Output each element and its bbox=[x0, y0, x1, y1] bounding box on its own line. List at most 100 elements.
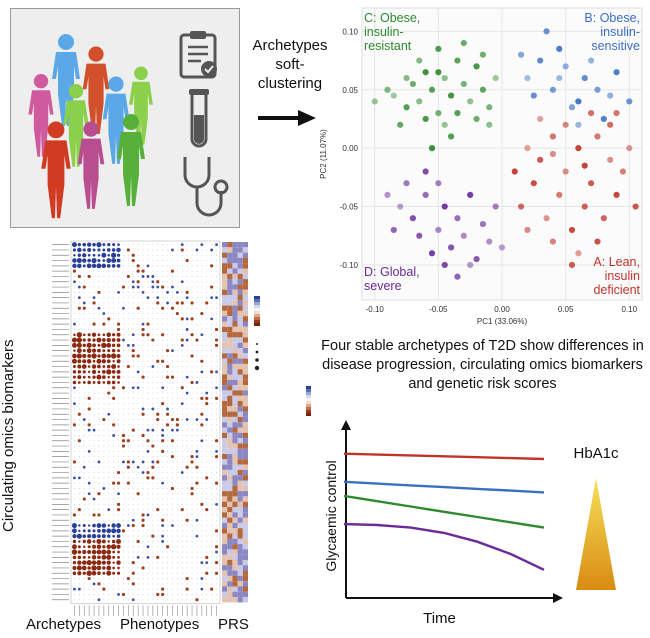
prs-cell bbox=[237, 554, 243, 560]
heatmap-cell bbox=[176, 498, 178, 500]
heatmap-cell bbox=[152, 551, 154, 553]
heatmap-cell bbox=[201, 456, 203, 458]
heatmap-cell bbox=[127, 556, 129, 558]
heatmap-cell bbox=[132, 376, 134, 378]
heatmap-cell bbox=[137, 254, 139, 256]
heatmap-cell bbox=[206, 525, 208, 527]
prs-cell bbox=[232, 326, 238, 333]
heatmap-cell bbox=[216, 583, 218, 585]
heatmap-cell bbox=[118, 403, 120, 405]
prs-cell bbox=[232, 385, 238, 391]
prs-cell bbox=[242, 454, 248, 460]
heatmap-cell bbox=[181, 482, 183, 484]
heatmap-cell bbox=[132, 487, 134, 489]
heatmap-cell bbox=[176, 392, 178, 394]
heatmap-cell bbox=[147, 525, 149, 527]
heatmap-cell bbox=[118, 514, 120, 516]
heatmap-cell bbox=[127, 307, 129, 309]
prs-cell bbox=[242, 522, 248, 529]
heatmap-cell bbox=[108, 503, 110, 505]
heatmap-cell bbox=[112, 423, 116, 427]
prs-cell bbox=[232, 549, 238, 555]
heatmap-cell bbox=[162, 493, 164, 495]
heatmap-cell bbox=[152, 546, 154, 548]
heatmap-cell bbox=[88, 291, 90, 293]
heatmap-cell bbox=[102, 259, 106, 262]
prs-cell bbox=[227, 353, 233, 359]
heatmap-cell bbox=[132, 440, 134, 442]
colorbar-cell bbox=[254, 320, 260, 323]
prs-cell bbox=[232, 538, 238, 545]
heatmap-cell bbox=[195, 481, 199, 485]
prs-cell bbox=[237, 284, 243, 290]
heatmap-cell bbox=[167, 503, 169, 505]
prs-cell bbox=[242, 512, 248, 518]
heatmap-cell bbox=[171, 302, 173, 304]
heatmap-cell bbox=[216, 578, 218, 580]
heatmap-cell bbox=[167, 419, 169, 421]
scatter-point bbox=[428, 250, 436, 257]
heatmap-cell bbox=[176, 487, 178, 489]
heatmap-cell bbox=[78, 540, 81, 543]
heatmap-cell bbox=[157, 387, 159, 389]
heatmap-cell bbox=[142, 360, 144, 362]
heatmap-cell bbox=[162, 344, 164, 346]
heatmap-cell bbox=[156, 508, 160, 512]
prs-cell bbox=[232, 565, 238, 571]
prs-cell bbox=[232, 321, 238, 327]
heatmap-cell bbox=[181, 286, 183, 288]
heatmap-cell bbox=[142, 392, 144, 394]
heatmap-cell bbox=[132, 509, 134, 511]
x-axis-arrow bbox=[553, 593, 563, 603]
heatmap-cell bbox=[161, 587, 165, 591]
heatmap-cell bbox=[176, 397, 178, 399]
heatmap-cell bbox=[206, 334, 208, 336]
heatmap-cell bbox=[78, 392, 80, 394]
heatmap-cell bbox=[142, 440, 144, 442]
heatmap-cell bbox=[76, 337, 83, 343]
heatmap-cell bbox=[206, 567, 208, 569]
heatmap-cell bbox=[191, 366, 193, 368]
heatmap-cell bbox=[147, 434, 149, 436]
heatmap-cell bbox=[118, 270, 120, 272]
heatmap-cell bbox=[152, 487, 154, 489]
heatmap-cell bbox=[191, 297, 193, 299]
prs-cell bbox=[237, 358, 243, 364]
heatmap-cell bbox=[78, 403, 80, 405]
prs-cell bbox=[242, 565, 248, 571]
prs-cell bbox=[232, 597, 238, 603]
heatmap-cell bbox=[170, 486, 175, 491]
heatmap-cell bbox=[157, 456, 159, 458]
prs-cell bbox=[232, 480, 238, 486]
prs-cell bbox=[242, 406, 248, 412]
heatmap-cell bbox=[142, 281, 144, 283]
heatmap-cell bbox=[206, 323, 208, 325]
heatmap-cell bbox=[151, 460, 155, 464]
heatmap-cell bbox=[141, 566, 145, 570]
heatmap-cell bbox=[137, 366, 139, 368]
scatter-point bbox=[600, 115, 607, 123]
heatmap-cell bbox=[152, 392, 154, 394]
heatmap-cell bbox=[111, 338, 116, 342]
heatmap-cell bbox=[72, 375, 76, 379]
heatmap-cell bbox=[161, 481, 165, 485]
heatmap-cell bbox=[83, 387, 85, 389]
heatmap-cell bbox=[108, 472, 110, 474]
heatmap-cell bbox=[91, 570, 97, 576]
heatmap-cell bbox=[186, 514, 188, 516]
heatmap-cell bbox=[86, 359, 92, 364]
prs-cell bbox=[232, 395, 238, 401]
heatmap-cell bbox=[181, 355, 183, 357]
heatmap-cell bbox=[211, 434, 213, 436]
heatmap-cell bbox=[91, 348, 97, 353]
size-legend-dot bbox=[255, 358, 259, 362]
heatmap-cell bbox=[195, 518, 199, 522]
heatmap-cell bbox=[77, 587, 81, 591]
prs-cell bbox=[237, 305, 243, 311]
heatmap-cell bbox=[142, 482, 144, 484]
heatmap-cell bbox=[176, 540, 178, 542]
heatmap-cell bbox=[72, 353, 77, 359]
prs-cell bbox=[227, 586, 233, 592]
heatmap-cell bbox=[127, 567, 129, 569]
heatmap-cell bbox=[132, 472, 134, 474]
